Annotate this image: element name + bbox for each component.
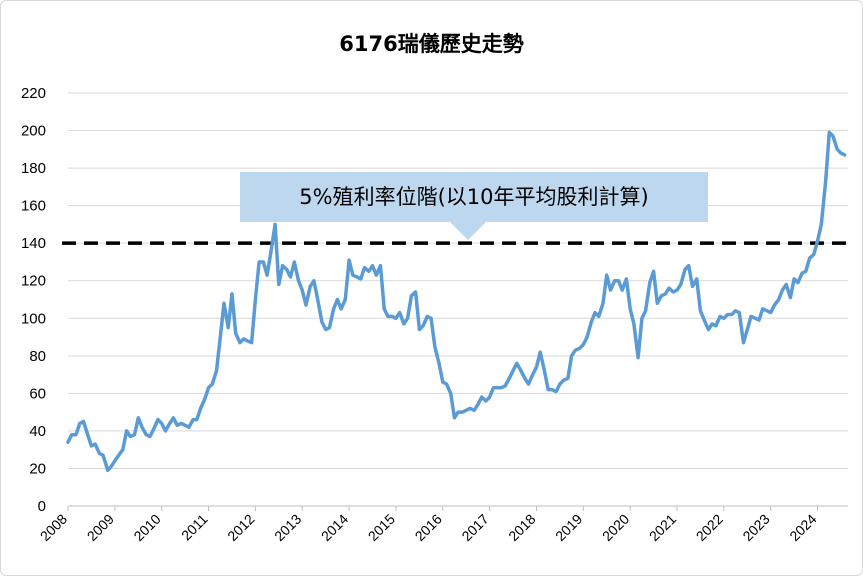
x-tick-label-2024: 2024 [786,511,819,544]
y-tick-label-140: 140 [21,235,46,252]
y-tick-label-220: 220 [21,85,46,102]
y-tick-label-180: 180 [21,160,46,177]
x-tick-label-2017: 2017 [458,511,491,544]
x-tick-label-2008: 2008 [37,511,70,544]
annotation-arrow-icon [450,222,486,240]
y-tick-label-0: 0 [38,498,46,515]
y-tick-label-40: 40 [29,423,46,440]
axes [67,505,848,511]
x-tick-label-2014: 2014 [318,511,351,544]
y-tick-label-20: 20 [29,460,46,477]
x-tick-label-2010: 2010 [130,511,163,544]
price-series-line-0 [66,130,847,473]
x-tick-label-2022: 2022 [693,511,726,544]
y-tick-label-60: 60 [29,385,46,402]
x-tick-label-2019: 2019 [552,511,585,544]
x-tick-label-2020: 2020 [599,511,632,544]
y-tick-label-80: 80 [29,348,46,365]
x-tick-label-2013: 2013 [271,511,304,544]
chart-title: 6176瑞儀歷史走勢 [339,32,524,56]
series-layer [66,130,847,473]
x-tick-labels: 2008 2009 2010 2011 2012 2013 2014 2015 2016 2017… [37,511,820,544]
x-tick-label-2016: 2016 [412,511,445,544]
x-tick-label-2012: 2012 [224,511,257,544]
yield-annotation-box: 5%殖利率位階(以10年平均股利計算) [240,172,708,222]
x-tick-label-2018: 2018 [505,511,538,544]
y-tick-labels: 0 20 40 60 80 100 120 140 160 180 200 220 [21,85,46,515]
yield-annotation-text: 5%殖利率位階(以10年平均股利計算) [299,185,649,209]
y-tick-label-100: 100 [21,310,46,327]
y-tick-label-160: 160 [21,198,46,215]
x-tick-label-2015: 2015 [365,511,398,544]
y-tick-label-120: 120 [21,273,46,290]
x-tick-label-2009: 2009 [84,511,117,544]
x-tick-label-2021: 2021 [646,511,679,544]
x-tick-label-2023: 2023 [739,511,772,544]
x-tick-label-2011: 2011 [178,511,211,544]
y-tick-label-200: 200 [21,123,46,140]
